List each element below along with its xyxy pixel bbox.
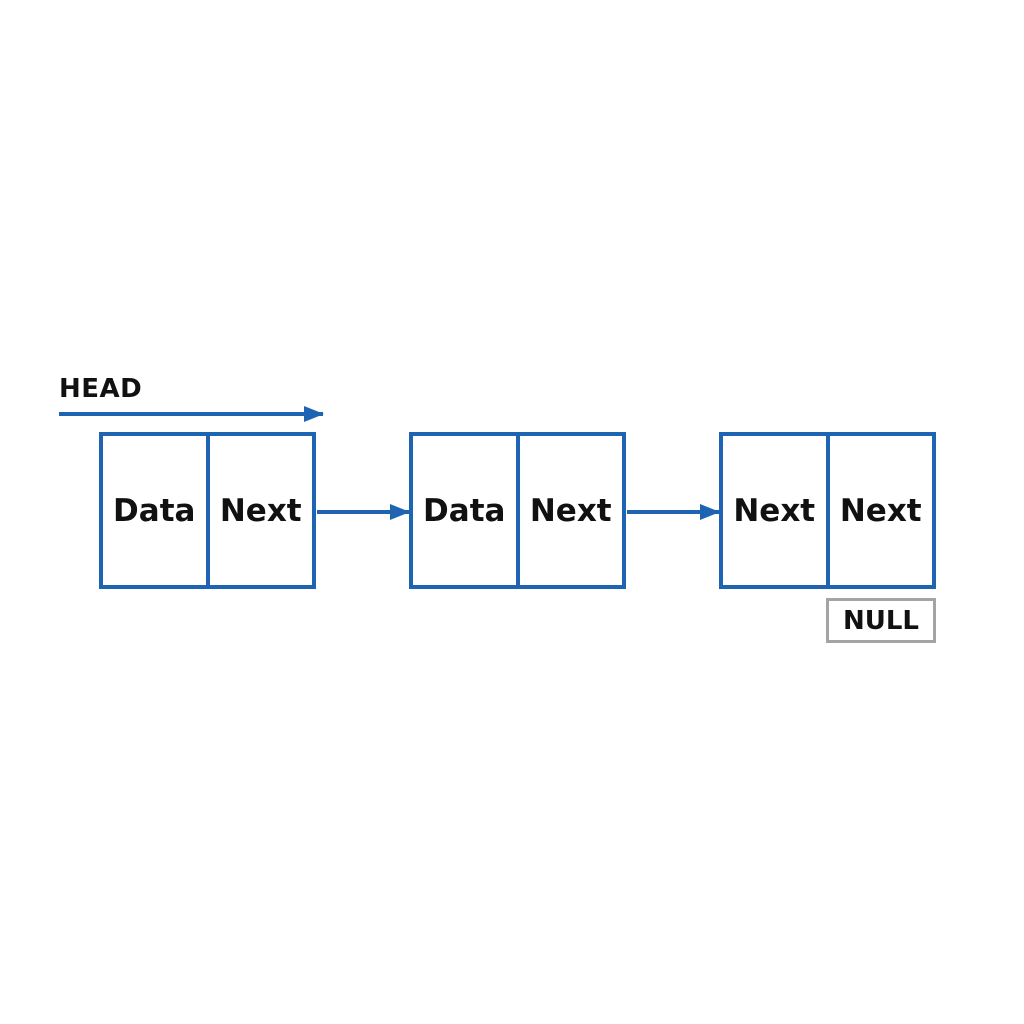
node-next-cell: Next xyxy=(205,436,313,585)
list-node-2: Data Next xyxy=(409,432,626,589)
node-data-cell: Data xyxy=(423,492,506,529)
node-data-cell: Next xyxy=(733,492,816,529)
node-data-cell: Data xyxy=(113,492,196,529)
node-next-cell: Next xyxy=(515,436,623,585)
node-next-cell: Next xyxy=(825,436,933,585)
null-terminal: NULL xyxy=(826,598,936,643)
list-node-1: Data Next xyxy=(99,432,316,589)
head-label: HEAD xyxy=(59,374,143,404)
list-node-3: Next Next xyxy=(719,432,936,589)
